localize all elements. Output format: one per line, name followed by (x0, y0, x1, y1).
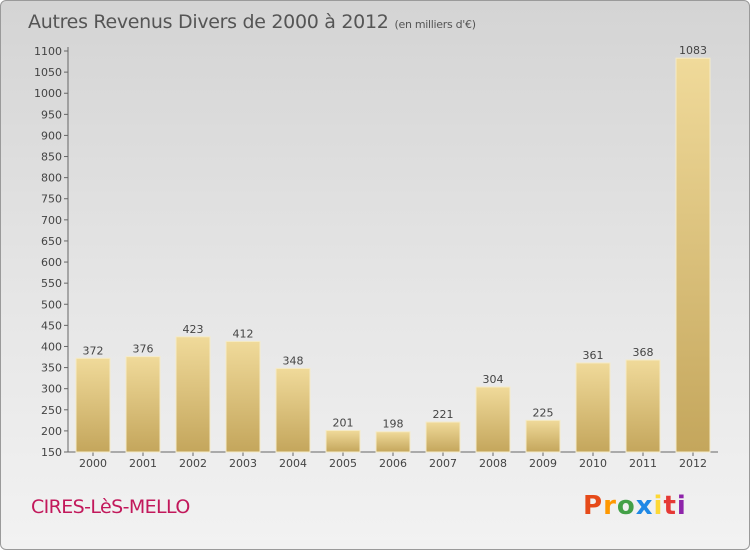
y-tick-label: 950 (41, 108, 62, 121)
y-tick-label: 550 (41, 277, 62, 290)
bar-2004 (275, 367, 311, 453)
x-tick-label-2003: 2003 (229, 457, 257, 470)
y-tick-label: 250 (41, 404, 62, 417)
value-label-2011: 368 (633, 346, 654, 359)
logo-letter: P (583, 491, 604, 521)
bar-2012 (675, 57, 711, 453)
x-tick-label-2002: 2002 (179, 457, 207, 470)
bar-2005 (325, 429, 361, 453)
y-tick-label: 450 (41, 319, 62, 332)
title-text: Autres Revenus Divers de 2000 à 2012 (28, 11, 389, 33)
x-tick-label-2012: 2012 (679, 457, 707, 470)
x-axis: 2000 2001 2002 2003 2004 2005 2006 2007 2008 2009… (68, 451, 718, 470)
y-tick-label: 300 (41, 383, 62, 396)
commune-name: CIRES-LèS-MELLO (31, 496, 190, 518)
value-label-2000: 372 (83, 344, 104, 357)
value-label-2005: 201 (333, 416, 354, 429)
logo-letter: r (603, 491, 617, 521)
y-tick-label: 200 (41, 425, 62, 438)
value-label-2010: 361 (583, 349, 604, 362)
bar-2009 (525, 419, 561, 453)
value-label-2002: 423 (183, 323, 204, 336)
value-label-2007: 221 (433, 408, 454, 421)
x-tick-label-2005: 2005 (329, 457, 357, 470)
value-label-2001: 376 (133, 343, 154, 356)
chart-title: Autres Revenus Divers de 2000 à 2012 (en … (28, 11, 476, 33)
x-tick-label-2001: 2001 (129, 457, 157, 470)
value-label-2003: 412 (233, 327, 254, 340)
y-tick-label: 750 (41, 193, 62, 206)
y-tick-label: 150 (41, 446, 62, 459)
x-tick-label-2000: 2000 (79, 457, 107, 470)
unit-label: (en milliers d'€) (394, 18, 476, 31)
bar-2007 (425, 421, 461, 453)
x-tick-label-2007: 2007 (429, 457, 457, 470)
y-tick-label: 350 (41, 362, 62, 375)
bar-2003 (225, 340, 261, 453)
y-axis: 150 200 250 300 350 400 450 500 550 600 650 700 750 8… (34, 45, 69, 459)
bar-2011 (625, 359, 661, 453)
x-tick-label-2010: 2010 (579, 457, 607, 470)
bar-2001 (125, 356, 161, 453)
x-tick-label-2009: 2009 (529, 457, 557, 470)
y-tick-label: 800 (41, 172, 62, 185)
y-tick-label: 500 (41, 298, 62, 311)
value-label-2004: 348 (283, 354, 304, 367)
bar-2002 (175, 336, 211, 453)
y-tick-label: 600 (41, 256, 62, 269)
bar-2006 (375, 431, 411, 453)
logo-letter: i (653, 491, 664, 521)
bars: 372 376 423 412 348 201 198 221 304 225 361 368 1083 (75, 44, 711, 453)
bar-2000 (75, 357, 111, 453)
x-tick-label-2008: 2008 (479, 457, 507, 470)
y-tick-label: 1100 (34, 45, 62, 58)
y-tick-label: 900 (41, 129, 62, 142)
value-label-2012: 1083 (679, 44, 707, 57)
logo-letter: i (676, 491, 687, 521)
logo-letter: o (616, 491, 636, 521)
bar-2010 (575, 362, 611, 453)
value-label-2006: 198 (383, 418, 404, 431)
bar-2008 (475, 386, 511, 453)
proxiti-logo[interactable]: Proxiti (583, 491, 687, 521)
logo-letter: x (635, 491, 654, 521)
y-tick-label: 1050 (34, 66, 62, 79)
logo-letter: t (663, 491, 677, 521)
y-tick-label: 400 (41, 340, 62, 353)
value-label-2009: 225 (533, 406, 554, 419)
x-tick-label-2004: 2004 (279, 457, 307, 470)
y-tick-label: 850 (41, 151, 62, 164)
x-tick-label-2011: 2011 (629, 457, 657, 470)
value-label-2008: 304 (483, 373, 504, 386)
x-tick-label-2006: 2006 (379, 457, 407, 470)
y-tick-label: 650 (41, 235, 62, 248)
y-tick-label: 1000 (34, 87, 62, 100)
y-tick-label: 700 (41, 214, 62, 227)
